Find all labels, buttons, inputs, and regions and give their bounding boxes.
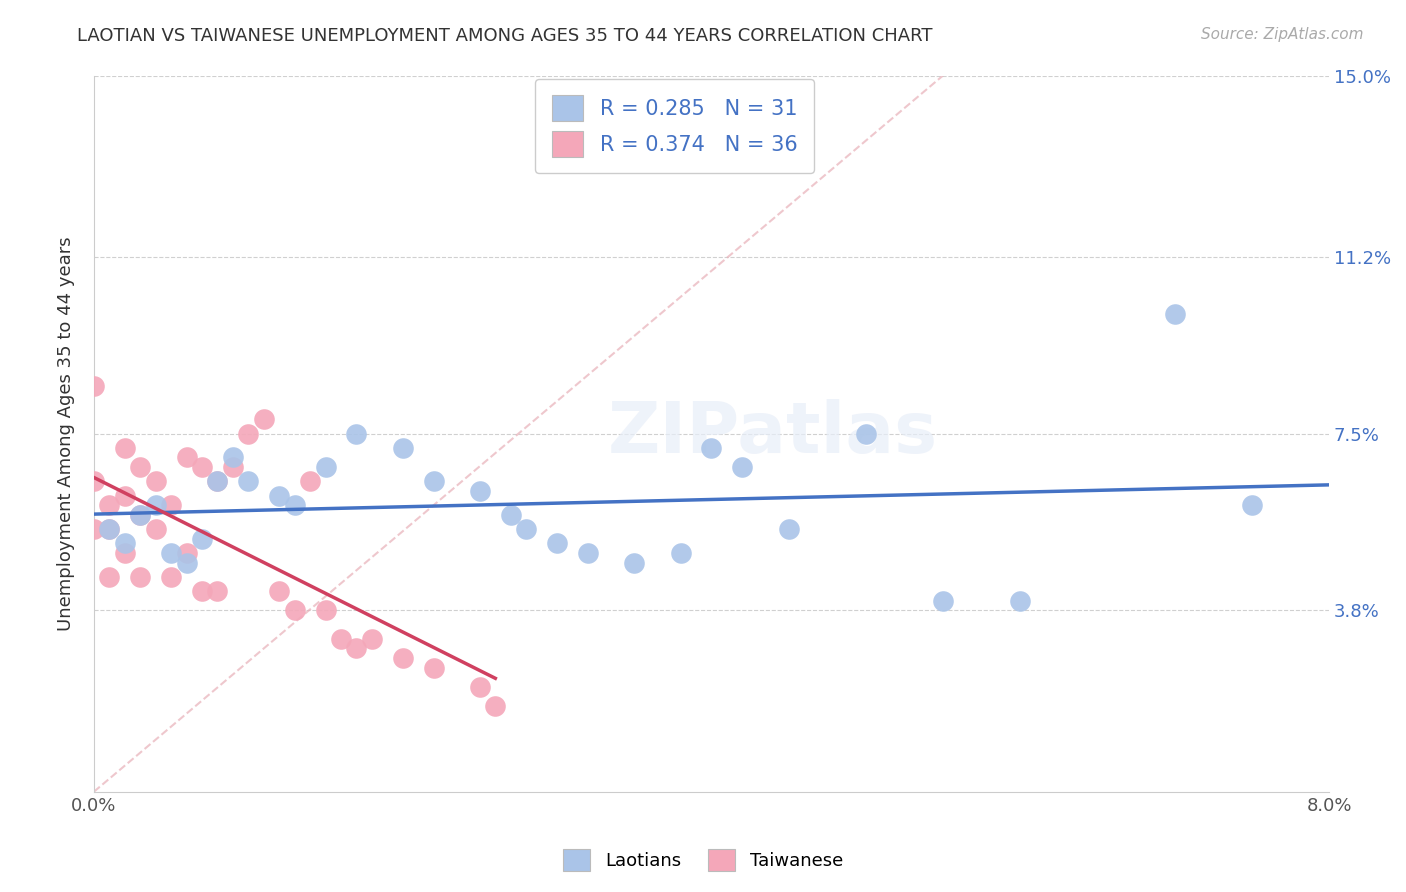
Point xyxy=(191,584,214,599)
Point xyxy=(329,632,352,646)
Point xyxy=(484,698,506,713)
Point xyxy=(83,379,105,393)
Point xyxy=(176,546,198,560)
Point xyxy=(623,556,645,570)
Point xyxy=(1240,498,1263,512)
Point xyxy=(1163,307,1185,321)
Text: ZIPatlas: ZIPatlas xyxy=(609,399,938,468)
Point xyxy=(145,475,167,489)
Point xyxy=(344,641,367,656)
Point xyxy=(114,536,136,550)
Point xyxy=(238,426,260,441)
Point xyxy=(98,498,121,512)
Point xyxy=(145,522,167,536)
Point xyxy=(315,460,337,475)
Point xyxy=(1010,593,1032,607)
Y-axis label: Unemployment Among Ages 35 to 44 years: Unemployment Among Ages 35 to 44 years xyxy=(58,236,75,631)
Point xyxy=(932,593,955,607)
Point xyxy=(700,441,723,455)
Point xyxy=(731,460,754,475)
Point xyxy=(269,489,291,503)
Point xyxy=(269,584,291,599)
Point xyxy=(422,475,444,489)
Point xyxy=(114,441,136,455)
Legend: Laotians, Taiwanese: Laotians, Taiwanese xyxy=(555,842,851,879)
Point xyxy=(191,460,214,475)
Point xyxy=(422,660,444,674)
Point xyxy=(191,532,214,546)
Point xyxy=(546,536,568,550)
Point xyxy=(253,412,276,426)
Point xyxy=(176,556,198,570)
Text: LAOTIAN VS TAIWANESE UNEMPLOYMENT AMONG AGES 35 TO 44 YEARS CORRELATION CHART: LAOTIAN VS TAIWANESE UNEMPLOYMENT AMONG … xyxy=(77,27,932,45)
Point xyxy=(468,483,491,498)
Text: Source: ZipAtlas.com: Source: ZipAtlas.com xyxy=(1201,27,1364,42)
Point xyxy=(160,570,183,584)
Point xyxy=(129,508,152,522)
Point xyxy=(222,450,245,465)
Point xyxy=(669,546,692,560)
Point xyxy=(238,475,260,489)
Point xyxy=(360,632,382,646)
Point xyxy=(207,584,229,599)
Point xyxy=(114,489,136,503)
Point xyxy=(391,441,413,455)
Point xyxy=(515,522,537,536)
Point xyxy=(98,522,121,536)
Point xyxy=(98,522,121,536)
Point xyxy=(129,508,152,522)
Point xyxy=(160,546,183,560)
Point xyxy=(129,460,152,475)
Point xyxy=(778,522,800,536)
Point xyxy=(145,498,167,512)
Point xyxy=(855,426,877,441)
Point xyxy=(160,498,183,512)
Point xyxy=(207,475,229,489)
Point xyxy=(222,460,245,475)
Point xyxy=(344,426,367,441)
Point xyxy=(391,651,413,665)
Point xyxy=(83,475,105,489)
Point xyxy=(468,680,491,694)
Point xyxy=(299,475,322,489)
Point xyxy=(499,508,522,522)
Point xyxy=(98,570,121,584)
Point xyxy=(284,498,307,512)
Legend: R = 0.285   N = 31, R = 0.374   N = 36: R = 0.285 N = 31, R = 0.374 N = 36 xyxy=(534,78,814,173)
Point xyxy=(207,475,229,489)
Point xyxy=(576,546,599,560)
Point xyxy=(315,603,337,617)
Point xyxy=(129,570,152,584)
Point xyxy=(114,546,136,560)
Point xyxy=(176,450,198,465)
Point xyxy=(284,603,307,617)
Point xyxy=(83,522,105,536)
